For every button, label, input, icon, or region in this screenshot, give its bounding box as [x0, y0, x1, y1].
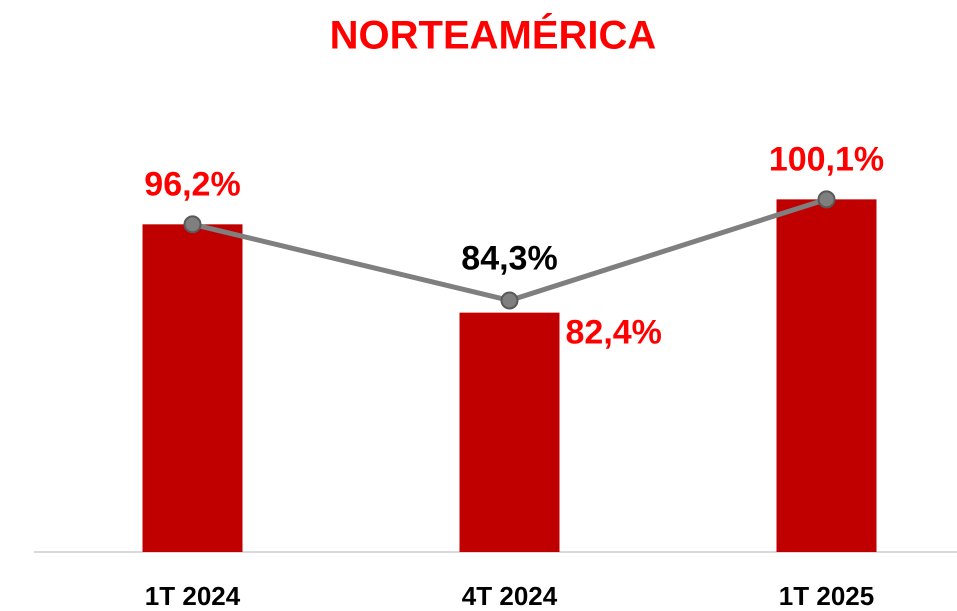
bar — [142, 224, 243, 552]
bar — [459, 312, 560, 552]
x-tick-label: 4T 2024 — [462, 581, 558, 611]
line-marker — [183, 215, 202, 234]
line-marker — [500, 291, 519, 310]
bar — [776, 199, 877, 553]
bar-label: 82,4% — [566, 314, 662, 352]
bar-label: 100,1% — [769, 140, 884, 178]
bar-label: 96,2% — [144, 165, 240, 203]
chart-title: NORTEAMÉRICA — [330, 13, 657, 58]
x-tick-label: 1T 2025 — [779, 581, 874, 611]
line-marker — [817, 190, 836, 209]
x-tick-label: 1T 2024 — [145, 581, 241, 611]
line-label: 84,3% — [461, 239, 557, 277]
